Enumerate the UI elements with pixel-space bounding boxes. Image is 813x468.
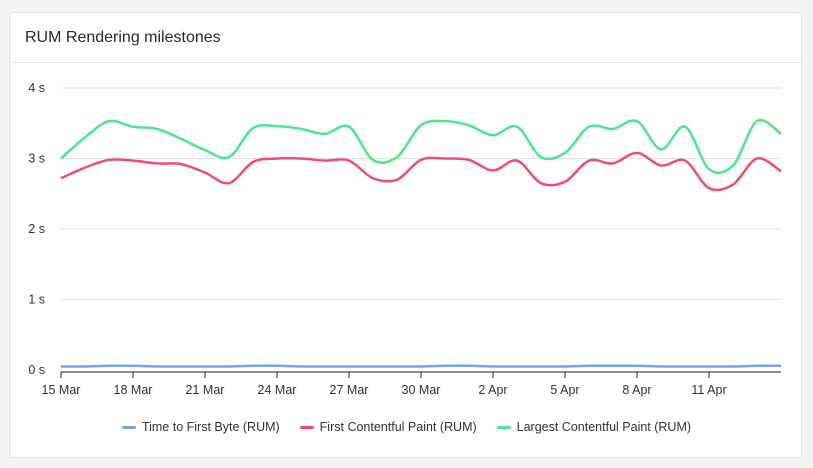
x-tick-label: 27 Mar bbox=[330, 383, 369, 397]
legend-item[interactable]: Time to First Byte (RUM) bbox=[121, 420, 280, 434]
series-line-2 bbox=[60, 118, 782, 175]
legend-swatch bbox=[121, 425, 136, 429]
series-line-1 bbox=[60, 151, 782, 192]
y-tick-label: 3 s bbox=[28, 152, 45, 166]
y-tick-label: 0 s bbox=[28, 363, 45, 377]
x-tick-label: 5 Apr bbox=[550, 383, 579, 397]
legend-swatch bbox=[496, 425, 511, 429]
legend-item[interactable]: Largest Contentful Paint (RUM) bbox=[496, 420, 692, 434]
legend-label: First Contentful Paint (RUM) bbox=[319, 420, 477, 434]
x-tick-label: 18 Mar bbox=[114, 383, 153, 397]
chart-panel: RUM Rendering milestones bbox=[9, 12, 802, 458]
chart-legend: Time to First Byte (RUM) First Contentful… bbox=[0, 420, 813, 434]
legend-swatch bbox=[299, 425, 314, 429]
x-tick-label: 21 Mar bbox=[186, 383, 225, 397]
legend-item[interactable]: First Contentful Paint (RUM) bbox=[299, 420, 477, 434]
panel-title: RUM Rendering milestones bbox=[25, 28, 221, 46]
x-tick-label: 24 Mar bbox=[258, 383, 297, 397]
x-tick-label: 2 Apr bbox=[478, 383, 507, 397]
series-line-0 bbox=[60, 364, 782, 368]
legend-label: Largest Contentful Paint (RUM) bbox=[516, 420, 692, 434]
legend-label: Time to First Byte (RUM) bbox=[141, 420, 280, 434]
x-tick-label: 8 Apr bbox=[622, 383, 651, 397]
panel-header: RUM Rendering milestones bbox=[10, 13, 801, 63]
x-tick-label: 15 Mar bbox=[42, 383, 81, 397]
y-tick-label: 1 s bbox=[28, 293, 45, 307]
y-tick-label: 2 s bbox=[28, 222, 45, 236]
y-tick-label: 4 s bbox=[28, 81, 45, 95]
x-tick-label: 11 Apr bbox=[691, 383, 726, 397]
x-tick-label: 30 Mar bbox=[402, 383, 441, 397]
